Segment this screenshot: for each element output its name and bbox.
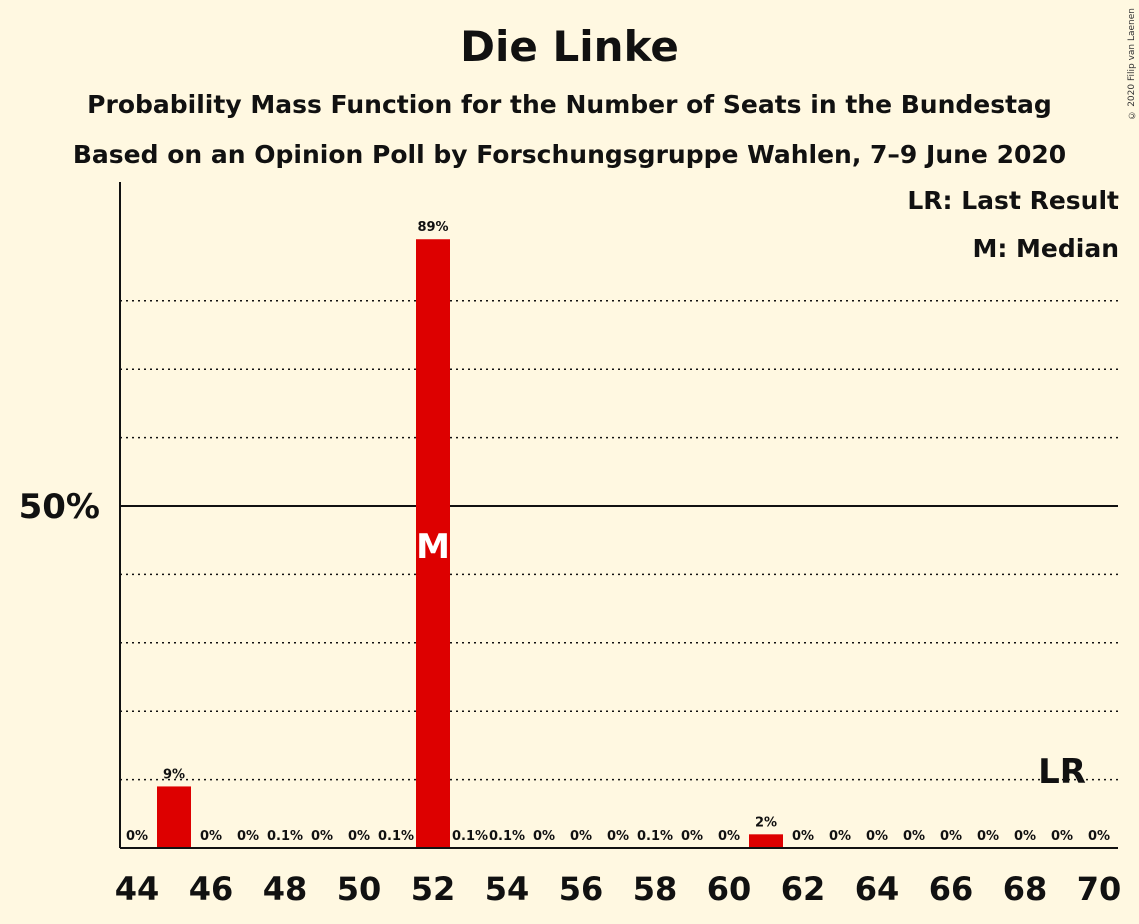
data-label: 0% (977, 829, 999, 844)
data-label: 0% (718, 829, 740, 844)
data-label: 0% (311, 829, 333, 844)
data-label: 0% (607, 829, 629, 844)
data-label: 0% (1088, 829, 1110, 844)
data-label: 0% (940, 829, 962, 844)
data-label: 0% (126, 829, 148, 844)
data-label: 0% (681, 829, 703, 844)
data-label: 89% (417, 220, 448, 235)
x-tick-label: 58 (633, 870, 678, 908)
data-label: 0% (903, 829, 925, 844)
chart-subtitle: Probability Mass Function for the Number… (87, 90, 1052, 119)
x-tick-label: 54 (485, 870, 530, 908)
x-tick-label: 60 (707, 870, 752, 908)
chart-title: Die Linke (460, 22, 679, 71)
data-label: 0.1% (489, 829, 525, 844)
x-tick-label: 44 (115, 870, 160, 908)
data-label: 0% (1014, 829, 1036, 844)
x-tick-label: 64 (855, 870, 900, 908)
bar (416, 239, 450, 849)
data-label: 0% (237, 829, 259, 844)
x-tick-label: 68 (1003, 870, 1048, 908)
x-tick-label: 52 (411, 870, 456, 908)
y-tick-label: 50% (19, 487, 100, 527)
legend-last-result: LR: Last Result (907, 186, 1119, 215)
data-label: 0% (1051, 829, 1073, 844)
x-tick-label: 48 (263, 870, 308, 908)
data-label: 0.1% (267, 829, 303, 844)
data-label: 0% (533, 829, 555, 844)
data-label: 0.1% (378, 829, 414, 844)
median-marker: M (416, 527, 450, 567)
data-label: 0% (570, 829, 592, 844)
data-label: 0% (866, 829, 888, 844)
x-tick-label: 56 (559, 870, 604, 908)
data-label: 0.1% (637, 829, 673, 844)
bar (157, 786, 191, 848)
last-result-marker: LR (1038, 752, 1086, 792)
data-label: 0% (200, 829, 222, 844)
data-label: 0.1% (452, 829, 488, 844)
data-label: 9% (163, 767, 185, 782)
data-label: 2% (755, 815, 777, 830)
legend-median: M: Median (972, 234, 1119, 263)
x-tick-label: 46 (189, 870, 234, 908)
bar (749, 834, 783, 848)
x-tick-label: 62 (781, 870, 826, 908)
data-label: 0% (829, 829, 851, 844)
data-label: 0% (792, 829, 814, 844)
chart-subtitle-2: Based on an Opinion Poll by Forschungsgr… (72, 140, 1067, 169)
x-tick-label: 50 (337, 870, 382, 908)
data-label: 0% (348, 829, 370, 844)
x-tick-label: 66 (929, 870, 974, 908)
x-tick-label: 70 (1077, 870, 1122, 908)
